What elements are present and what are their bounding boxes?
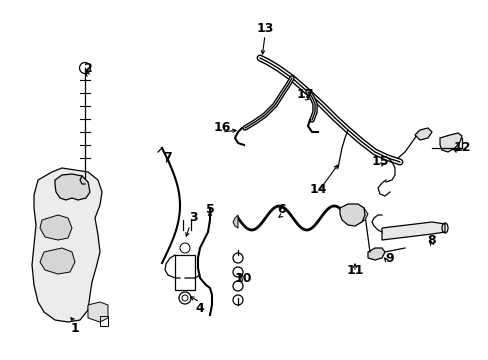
Bar [100, 316, 108, 326]
Polygon shape [381, 222, 444, 240]
Text: 8: 8 [427, 234, 435, 247]
Bar [175, 255, 195, 290]
Text: 16: 16 [213, 121, 230, 135]
Text: 5: 5 [205, 203, 214, 216]
Text: 2: 2 [83, 62, 92, 75]
Text: 10: 10 [234, 271, 251, 284]
Text: 4: 4 [195, 301, 204, 315]
Text: 3: 3 [188, 211, 197, 225]
Text: 15: 15 [370, 156, 388, 168]
Polygon shape [40, 215, 72, 240]
Text: 14: 14 [308, 184, 326, 197]
Polygon shape [232, 215, 238, 228]
Text: 17: 17 [296, 89, 313, 102]
Text: 12: 12 [452, 141, 470, 154]
Polygon shape [40, 248, 75, 274]
Polygon shape [439, 133, 461, 152]
Polygon shape [414, 128, 431, 140]
Polygon shape [88, 302, 108, 322]
Polygon shape [32, 168, 102, 322]
Text: 9: 9 [385, 252, 393, 265]
Polygon shape [339, 204, 364, 226]
Text: 11: 11 [346, 264, 363, 276]
Polygon shape [347, 205, 367, 224]
Polygon shape [55, 174, 90, 200]
Text: 1: 1 [70, 321, 79, 334]
Polygon shape [367, 248, 384, 260]
Text: 7: 7 [163, 152, 172, 165]
Text: 13: 13 [256, 22, 273, 35]
Text: 6: 6 [277, 203, 286, 216]
